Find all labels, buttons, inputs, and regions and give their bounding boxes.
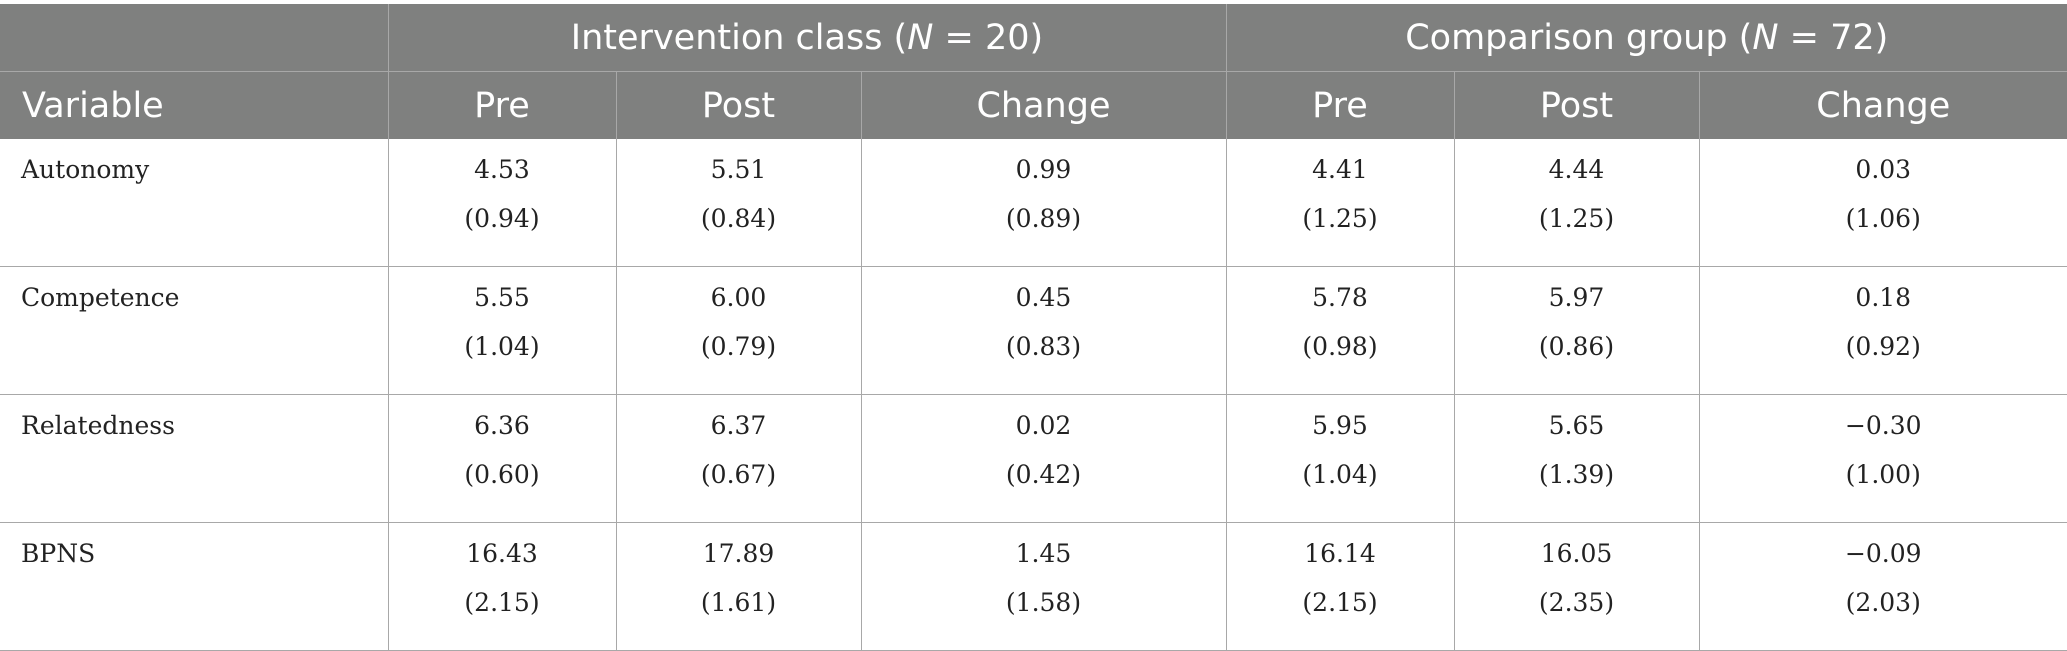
mean-value: 5.78 [1227,267,1454,313]
mean-value: 6.36 [389,395,616,441]
mean-value: 16.05 [1455,523,1699,569]
sd-value: (0.84) [617,185,861,234]
value-cell: 1.45(1.58) [861,523,1226,651]
sd-value: (2.15) [1227,569,1454,618]
mean-value: 4.44 [1455,139,1699,185]
value-cell: 16.43(2.15) [388,523,616,651]
value-cell: 5.65(1.39) [1454,395,1699,523]
mean-value: 5.65 [1455,395,1699,441]
results-table: Intervention class (N = 20) Comparison g… [0,4,2067,651]
mean-value: 0.18 [1700,267,2067,313]
sd-value: (0.89) [862,185,1226,234]
value-cell: 0.18(0.92) [1699,267,2067,395]
sd-value: (1.39) [1455,441,1699,490]
mean-value: −0.09 [1700,523,2067,569]
table-row: Competence 5.55(1.04) 6.00(0.79) 0.45(0.… [0,267,2067,395]
value-cell: 4.53(0.94) [388,139,616,267]
sd-value: (2.35) [1455,569,1699,618]
mean-value: 1.45 [862,523,1226,569]
table-header: Intervention class (N = 20) Comparison g… [0,4,2067,139]
sd-value: (1.58) [862,569,1226,618]
value-cell: 5.55(1.04) [388,267,616,395]
column-header-comparison-change: Change [1699,72,2067,140]
value-cell: 4.41(1.25) [1226,139,1454,267]
sd-value: (0.83) [862,313,1226,362]
sd-value: (0.86) [1455,313,1699,362]
sd-value: (0.92) [1700,313,2067,362]
variable-cell: Autonomy [0,139,388,267]
table-row: Relatedness 6.36(0.60) 6.37(0.67) 0.02(0… [0,395,2067,523]
sd-value: (2.03) [1700,569,2067,618]
column-header-intervention-pre: Pre [388,72,616,140]
value-cell: 0.02(0.42) [861,395,1226,523]
variable-cell: BPNS [0,523,388,651]
group-header-comparison: Comparison group (N = 72) [1226,4,2067,72]
sd-value: (1.04) [1227,441,1454,490]
mean-value: 16.14 [1227,523,1454,569]
sd-value: (0.94) [389,185,616,234]
mean-value: 5.95 [1227,395,1454,441]
value-cell: 5.51(0.84) [616,139,861,267]
value-cell: 5.78(0.98) [1226,267,1454,395]
mean-value: 17.89 [617,523,861,569]
value-cell: 5.97(0.86) [1454,267,1699,395]
sd-value: (0.79) [617,313,861,362]
sd-value: (1.06) [1700,185,2067,234]
mean-value: 5.51 [617,139,861,185]
value-cell: −0.09(2.03) [1699,523,2067,651]
value-cell: 0.99(0.89) [861,139,1226,267]
column-header-variable: Variable [0,72,388,140]
mean-value: 6.37 [617,395,861,441]
results-table-container: Intervention class (N = 20) Comparison g… [0,0,2067,606]
column-header-comparison-post: Post [1454,72,1699,140]
sd-value: (1.00) [1700,441,2067,490]
mean-value: −0.30 [1700,395,2067,441]
sd-value: (2.15) [389,569,616,618]
sd-value: (0.42) [862,441,1226,490]
table-row: BPNS 16.43(2.15) 17.89(1.61) 1.45(1.58) … [0,523,2067,651]
mean-value: 0.45 [862,267,1226,313]
group-header-spacer [0,4,388,72]
sd-value: (0.67) [617,441,861,490]
group-header-row: Intervention class (N = 20) Comparison g… [0,4,2067,72]
value-cell: −0.30(1.00) [1699,395,2067,523]
sd-value: (0.60) [389,441,616,490]
group-header-intervention: Intervention class (N = 20) [388,4,1226,72]
column-header-comparison-pre: Pre [1226,72,1454,140]
column-header-intervention-change: Change [861,72,1226,140]
value-cell: 5.95(1.04) [1226,395,1454,523]
mean-value: 0.03 [1700,139,2067,185]
mean-value: 4.53 [389,139,616,185]
value-cell: 16.05(2.35) [1454,523,1699,651]
variable-cell: Competence [0,267,388,395]
value-cell: 6.37(0.67) [616,395,861,523]
value-cell: 0.45(0.83) [861,267,1226,395]
value-cell: 6.36(0.60) [388,395,616,523]
mean-value: 6.00 [617,267,861,313]
mean-value: 0.02 [862,395,1226,441]
value-cell: 6.00(0.79) [616,267,861,395]
sd-value: (1.61) [617,569,861,618]
variable-cell: Relatedness [0,395,388,523]
sd-value: (1.25) [1227,185,1454,234]
mean-value: 0.99 [862,139,1226,185]
value-cell: 4.44(1.25) [1454,139,1699,267]
sd-value: (0.98) [1227,313,1454,362]
column-header-row: Variable Pre Post Change Pre Post Change [0,72,2067,140]
value-cell: 17.89(1.61) [616,523,861,651]
column-header-intervention-post: Post [616,72,861,140]
mean-value: 5.55 [389,267,616,313]
mean-value: 16.43 [389,523,616,569]
sd-value: (1.25) [1455,185,1699,234]
table-body: Autonomy 4.53(0.94) 5.51(0.84) 0.99(0.89… [0,139,2067,651]
value-cell: 0.03(1.06) [1699,139,2067,267]
mean-value: 4.41 [1227,139,1454,185]
mean-value: 5.97 [1455,267,1699,313]
sd-value: (1.04) [389,313,616,362]
value-cell: 16.14(2.15) [1226,523,1454,651]
table-row: Autonomy 4.53(0.94) 5.51(0.84) 0.99(0.89… [0,139,2067,267]
